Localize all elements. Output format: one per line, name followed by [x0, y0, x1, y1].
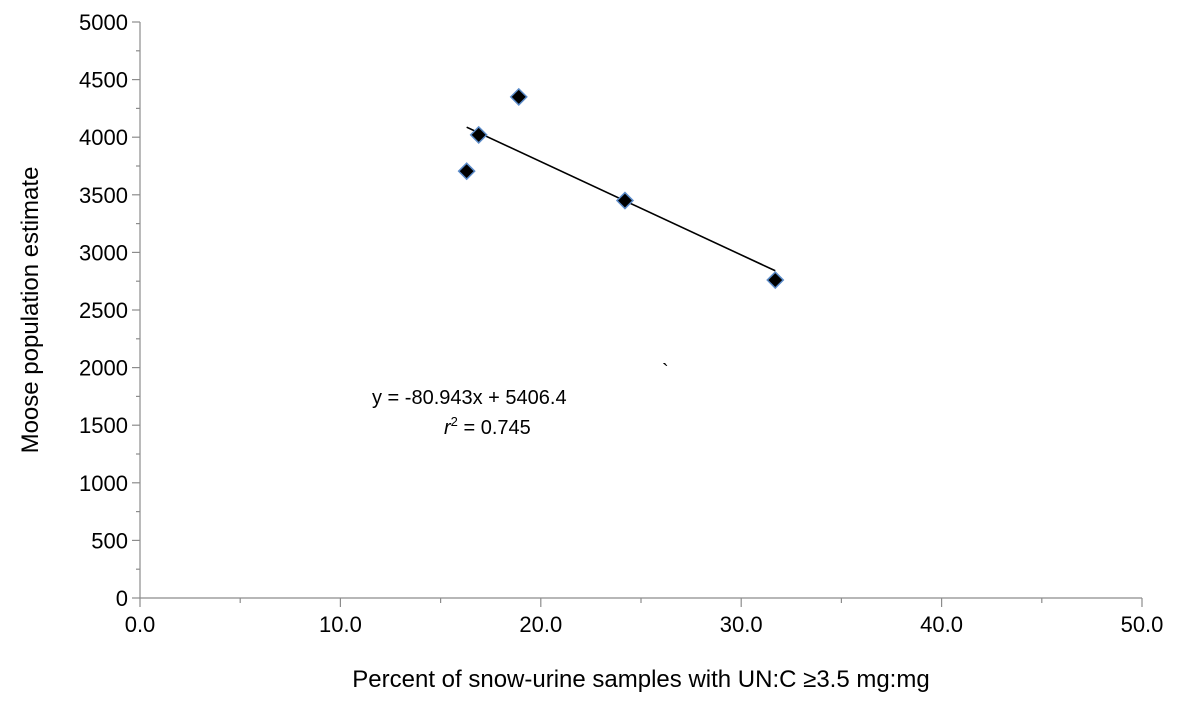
x-axis-title: Percent of snow-urine samples with UN:C … [352, 666, 929, 693]
x-tick-label: 20.0 [519, 612, 562, 637]
x-tick-label: 0.0 [125, 612, 156, 637]
y-tick-label: 4000 [79, 125, 128, 150]
data-point [469, 125, 488, 144]
x-tick-label: 30.0 [720, 612, 763, 637]
x-tick-label: 10.0 [319, 612, 362, 637]
r-squared-exponent: 2 [451, 414, 458, 429]
y-tick-label: 3000 [79, 240, 128, 265]
y-tick-label: 2000 [79, 356, 128, 381]
labels: y = -80.943x + 5406.4 r2 = 0.745 ` Moose po… [17, 167, 930, 693]
y-tick-label: 500 [91, 528, 128, 553]
axes [139, 22, 1142, 599]
x-axis-title-main: Percent of snow-urine samples with UN:C [352, 666, 803, 693]
data-points [457, 87, 785, 290]
x-tick-label: 40.0 [920, 612, 963, 637]
x-tick-label: 50.0 [1121, 612, 1164, 637]
data-point [766, 270, 785, 290]
data-point [615, 191, 635, 210]
y-tick-label: 2500 [79, 298, 128, 323]
y-tick-label: 0 [116, 586, 128, 611]
data-point [509, 87, 528, 106]
y-tick-label: 1000 [79, 471, 128, 496]
r-symbol: r [444, 417, 452, 439]
y-axis-title: Moose population estimate [17, 167, 44, 454]
data-point [457, 162, 476, 181]
y-tick-label: 1500 [79, 413, 128, 438]
ticks: 0 500 1000 1500 2000 2500 3000 3500 4000 4500 5000… [79, 10, 1163, 637]
equation-label: y = -80.943x + 5406.4 [372, 387, 567, 409]
y-tick-label: 5000 [79, 10, 128, 35]
r-squared-value: = 0.745 [458, 417, 531, 439]
y-tick-label: 4500 [79, 68, 128, 93]
x-axis-title-threshold: ≥3.5 mg:mg [803, 666, 930, 693]
r-squared-label: r2 = 0.745 [444, 414, 531, 439]
stray-mark: ` [662, 361, 669, 383]
y-tick-label: 3500 [79, 183, 128, 208]
